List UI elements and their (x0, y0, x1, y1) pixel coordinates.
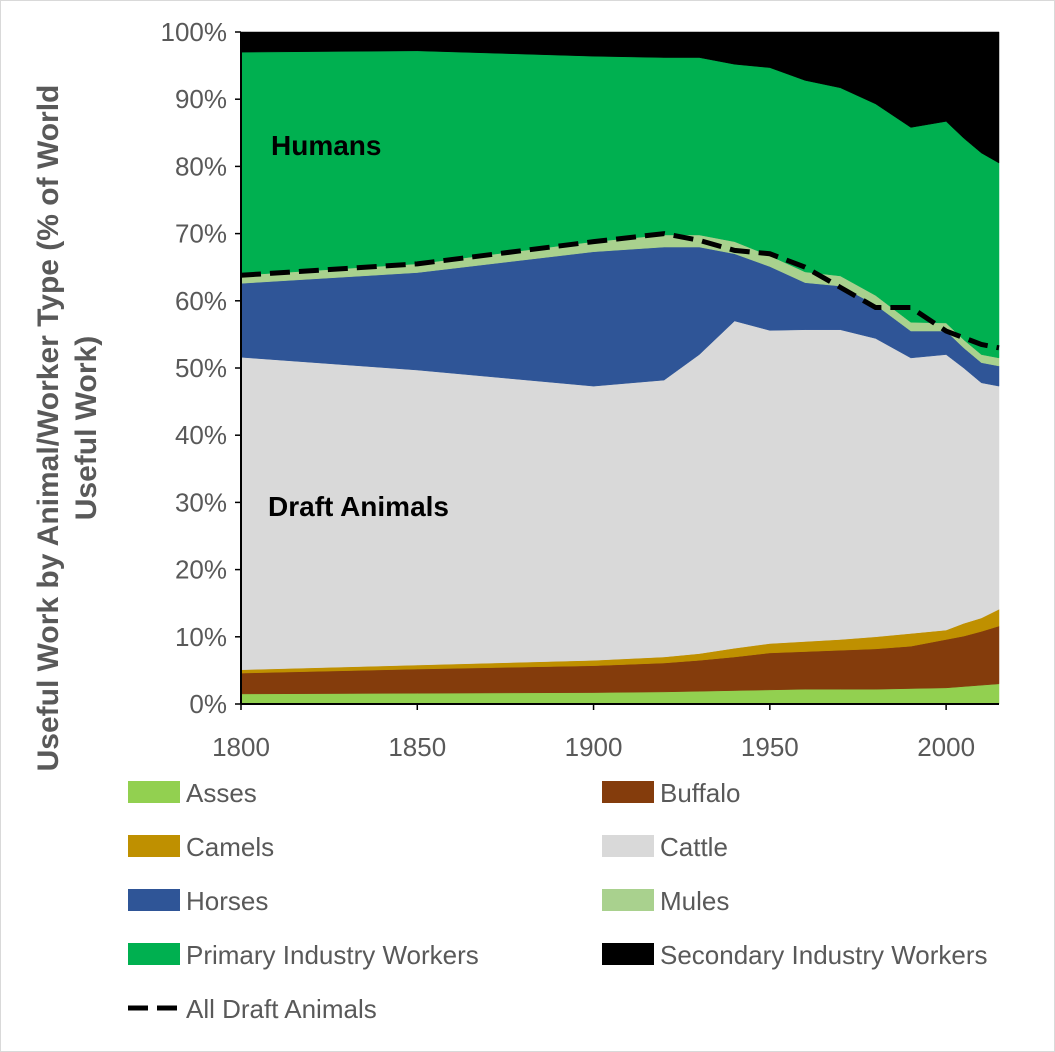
legend-swatch-secondary-industry-workers (602, 943, 654, 965)
annotation-humans: Humans (271, 130, 381, 161)
y-tick-label: 70% (175, 219, 227, 249)
x-tick-label: 1900 (565, 732, 623, 762)
legend-label-camels: Camels (186, 832, 274, 862)
y-tick-label: 30% (175, 487, 227, 517)
annotations-group: Humans Draft Animals (268, 130, 449, 522)
y-tick-label: 10% (175, 622, 227, 652)
legend-swatch-horses (128, 889, 180, 911)
y-tick-label: 100% (161, 17, 228, 47)
legend-swatch-mules (602, 889, 654, 911)
y-tick-label: 40% (175, 420, 227, 450)
x-tick-label: 1950 (741, 732, 799, 762)
x-tick-label: 1800 (212, 732, 270, 762)
y-axis-label-line-2: Useful Work) (70, 336, 103, 520)
area-secondary-industry-workers (240, 31, 1000, 164)
line-all-draft-animals (240, 231, 1000, 351)
legend-swatch-buffalo (602, 781, 654, 803)
legend-group: Asses Buffalo Camels Cattle Horses Mules Prima… (128, 778, 988, 1024)
x-tick-label: 2000 (917, 732, 975, 762)
y-tick-label: 50% (175, 353, 227, 383)
legend-label-mules: Mules (660, 886, 729, 916)
legend-label-primary-industry-workers: Primary Industry Workers (186, 940, 479, 970)
all-draft-animals-line-group (240, 231, 1000, 351)
y-axis-label-line-1: Useful Work by Animal/Worker Type (% of … (32, 85, 65, 772)
y-tick-label: 0% (189, 689, 227, 719)
y-tick-label: 80% (175, 151, 227, 181)
y-tick-label: 60% (175, 286, 227, 316)
x-tick-label: 1850 (388, 732, 446, 762)
y-axis-label: Useful Work by Animal/Worker Type (% of … (32, 85, 103, 772)
legend-swatch-camels (128, 835, 180, 857)
legend-swatch-asses (128, 781, 180, 803)
legend-label-cattle: Cattle (660, 832, 728, 862)
axes-group: 0% 10% 20% 30% 40% 50% 60% 70% 80% 90% 100% 1800 185… (32, 17, 999, 771)
area-series-group (240, 31, 1000, 705)
legend-label-secondary-industry-workers: Secondary Industry Workers (660, 940, 988, 970)
legend-swatch-primary-industry-workers (128, 943, 180, 965)
annotation-draft-animals: Draft Animals (268, 491, 449, 522)
legend-label-all-draft-animals: All Draft Animals (186, 994, 377, 1024)
legend-label-asses: Asses (186, 778, 257, 808)
legend-label-buffalo: Buffalo (660, 778, 740, 808)
y-tick-label: 20% (175, 555, 227, 585)
legend-label-horses: Horses (186, 886, 268, 916)
legend-swatch-cattle (602, 835, 654, 857)
y-tick-label: 90% (175, 84, 227, 114)
